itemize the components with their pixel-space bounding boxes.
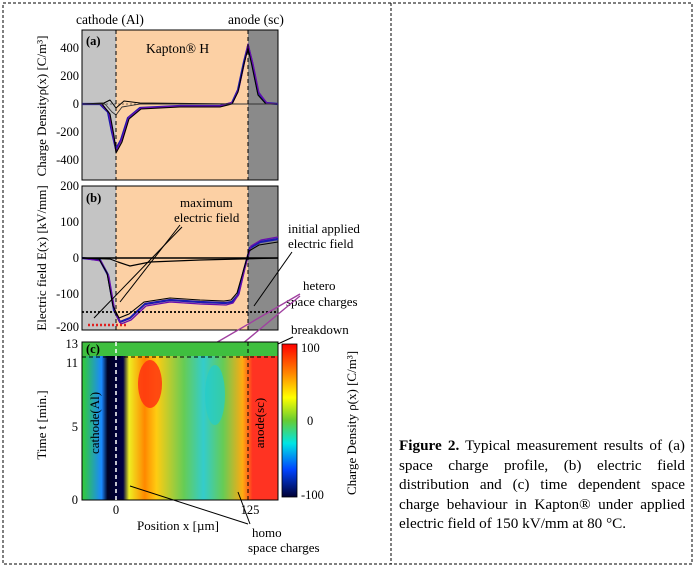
svg-text:0: 0 xyxy=(73,97,79,111)
colorbar-tick-zero: 0 xyxy=(307,414,313,428)
heatmap-cathode-label: cathode(Al) xyxy=(87,392,102,454)
svg-text:400: 400 xyxy=(60,41,79,55)
panel-c-xlabel: Position x [µm] xyxy=(137,518,219,533)
panel-a-label: (a) xyxy=(86,34,101,48)
panel-a-ylabel: Charge Densityρ(x) [C/m³] xyxy=(34,36,49,177)
svg-text:0: 0 xyxy=(113,503,119,517)
colorbar: 100 0 -100 Charge Density ρ(x) [C/m³] xyxy=(281,341,359,502)
material-label: Kapton® H xyxy=(146,41,209,56)
panel-c-ylabel: Time t [min.] xyxy=(34,390,49,459)
figure-caption: Figure 2. Typical measurement results of… xyxy=(399,436,685,534)
heatmap-surface xyxy=(82,342,278,500)
panel-b-label: (b) xyxy=(86,191,101,205)
panel-b-ylabel: Electric field E(x) [kV/mm] xyxy=(34,185,49,330)
breakdown-annotation: breakdown xyxy=(291,322,349,337)
svg-text:5: 5 xyxy=(72,420,78,434)
heatmap-anode-label: anode(sc) xyxy=(252,398,267,449)
colorbar-gradient xyxy=(281,343,298,498)
homo-annotation-1: homo xyxy=(252,525,282,540)
hetero-annotation-2: space charges xyxy=(286,294,358,309)
svg-text:200: 200 xyxy=(60,69,79,83)
svg-text:100: 100 xyxy=(60,215,79,229)
svg-text:-100: -100 xyxy=(56,287,79,301)
max-field-annotation-1: maximum xyxy=(180,195,233,210)
panel-c-yticks: 13 11 5 0 xyxy=(66,337,79,507)
initial-field-annotation-2: electric field xyxy=(288,236,354,251)
anode-top-label: anode (sc) xyxy=(228,12,284,27)
heatmap-top-band xyxy=(82,342,278,356)
svg-text:0: 0 xyxy=(72,493,78,507)
svg-text:125: 125 xyxy=(241,503,260,517)
panel-c-label: (c) xyxy=(86,342,100,356)
caption-text: Typical measurement results of (a) space… xyxy=(399,437,685,532)
panel-c: (c) cathode(Al) anode(sc) 13 11 5 0 0 12… xyxy=(34,337,320,555)
colorbar-label: Charge Density ρ(x) [C/m³] xyxy=(344,351,359,495)
panel-a-curves xyxy=(81,43,279,154)
svg-text:-200: -200 xyxy=(56,125,79,139)
colorbar-tick-max: 100 xyxy=(301,341,320,355)
panel-b-ticks: 200 100 0 -100 -200 xyxy=(56,179,79,334)
cathode-top-label: cathode (Al) xyxy=(76,12,144,27)
svg-text:-400: -400 xyxy=(56,153,79,167)
panel-a: (a) Kapton® H 400 200 0 -200 -400 Charge… xyxy=(34,29,279,181)
hetero-annotation-1: hetero xyxy=(303,278,335,293)
svg-text:-200: -200 xyxy=(56,320,79,334)
svg-text:11: 11 xyxy=(66,356,78,370)
panel-c-xticks: 0 125 xyxy=(113,503,260,517)
caption-title: Figure 2. xyxy=(399,437,460,454)
colorbar-tick-min: -100 xyxy=(301,488,324,502)
max-field-annotation-2: electric field xyxy=(174,210,240,225)
panel-b: (b) 200 100 0 -100 -200 maximum electric… xyxy=(34,179,279,334)
panel-a-ticks: 400 200 0 -200 -400 xyxy=(56,41,79,167)
initial-field-annotation-1: initial applied xyxy=(288,221,360,236)
homo-annotation-2: space charges xyxy=(248,540,320,555)
svg-text:200: 200 xyxy=(60,179,79,193)
svg-text:13: 13 xyxy=(66,337,79,351)
svg-text:0: 0 xyxy=(73,251,79,265)
panel-a-anode-region xyxy=(248,30,278,180)
